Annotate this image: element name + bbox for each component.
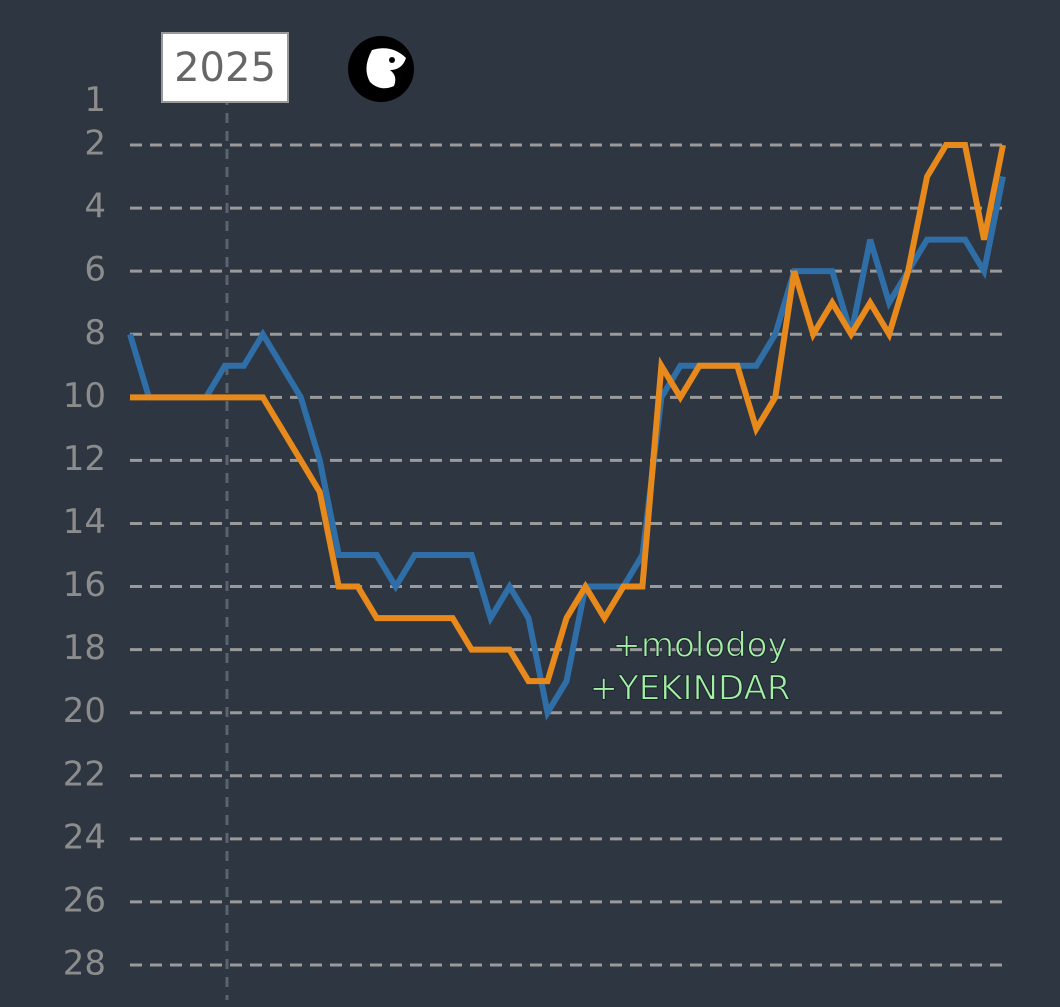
team-logo <box>348 36 414 102</box>
y-tick-label: 28 <box>63 944 106 984</box>
y-tick-label: 20 <box>63 691 106 731</box>
y-tick-label: 24 <box>63 817 106 857</box>
y-tick-label: 16 <box>63 565 106 605</box>
y-tick-label: 14 <box>63 502 106 542</box>
series-line <box>130 142 1006 685</box>
y-tick-label: 10 <box>63 376 106 416</box>
y-tick-label: 6 <box>84 250 106 290</box>
y-tick-label: 26 <box>63 880 106 920</box>
annotation: +YEKINDAR <box>590 669 791 709</box>
year-label: 2025 <box>174 45 276 91</box>
y-tick-label: 12 <box>63 439 106 479</box>
y-tick-label: 22 <box>63 754 106 794</box>
annotation: +molodoy <box>612 626 787 666</box>
y-tick-label: 8 <box>84 313 106 353</box>
y-tick-label: 1 <box>84 80 106 120</box>
series-line <box>127 175 1006 721</box>
year-box <box>161 32 289 103</box>
y-tick-label: 2 <box>84 124 106 164</box>
y-tick-label: 18 <box>63 628 106 668</box>
y-tick-label: 4 <box>84 187 106 227</box>
